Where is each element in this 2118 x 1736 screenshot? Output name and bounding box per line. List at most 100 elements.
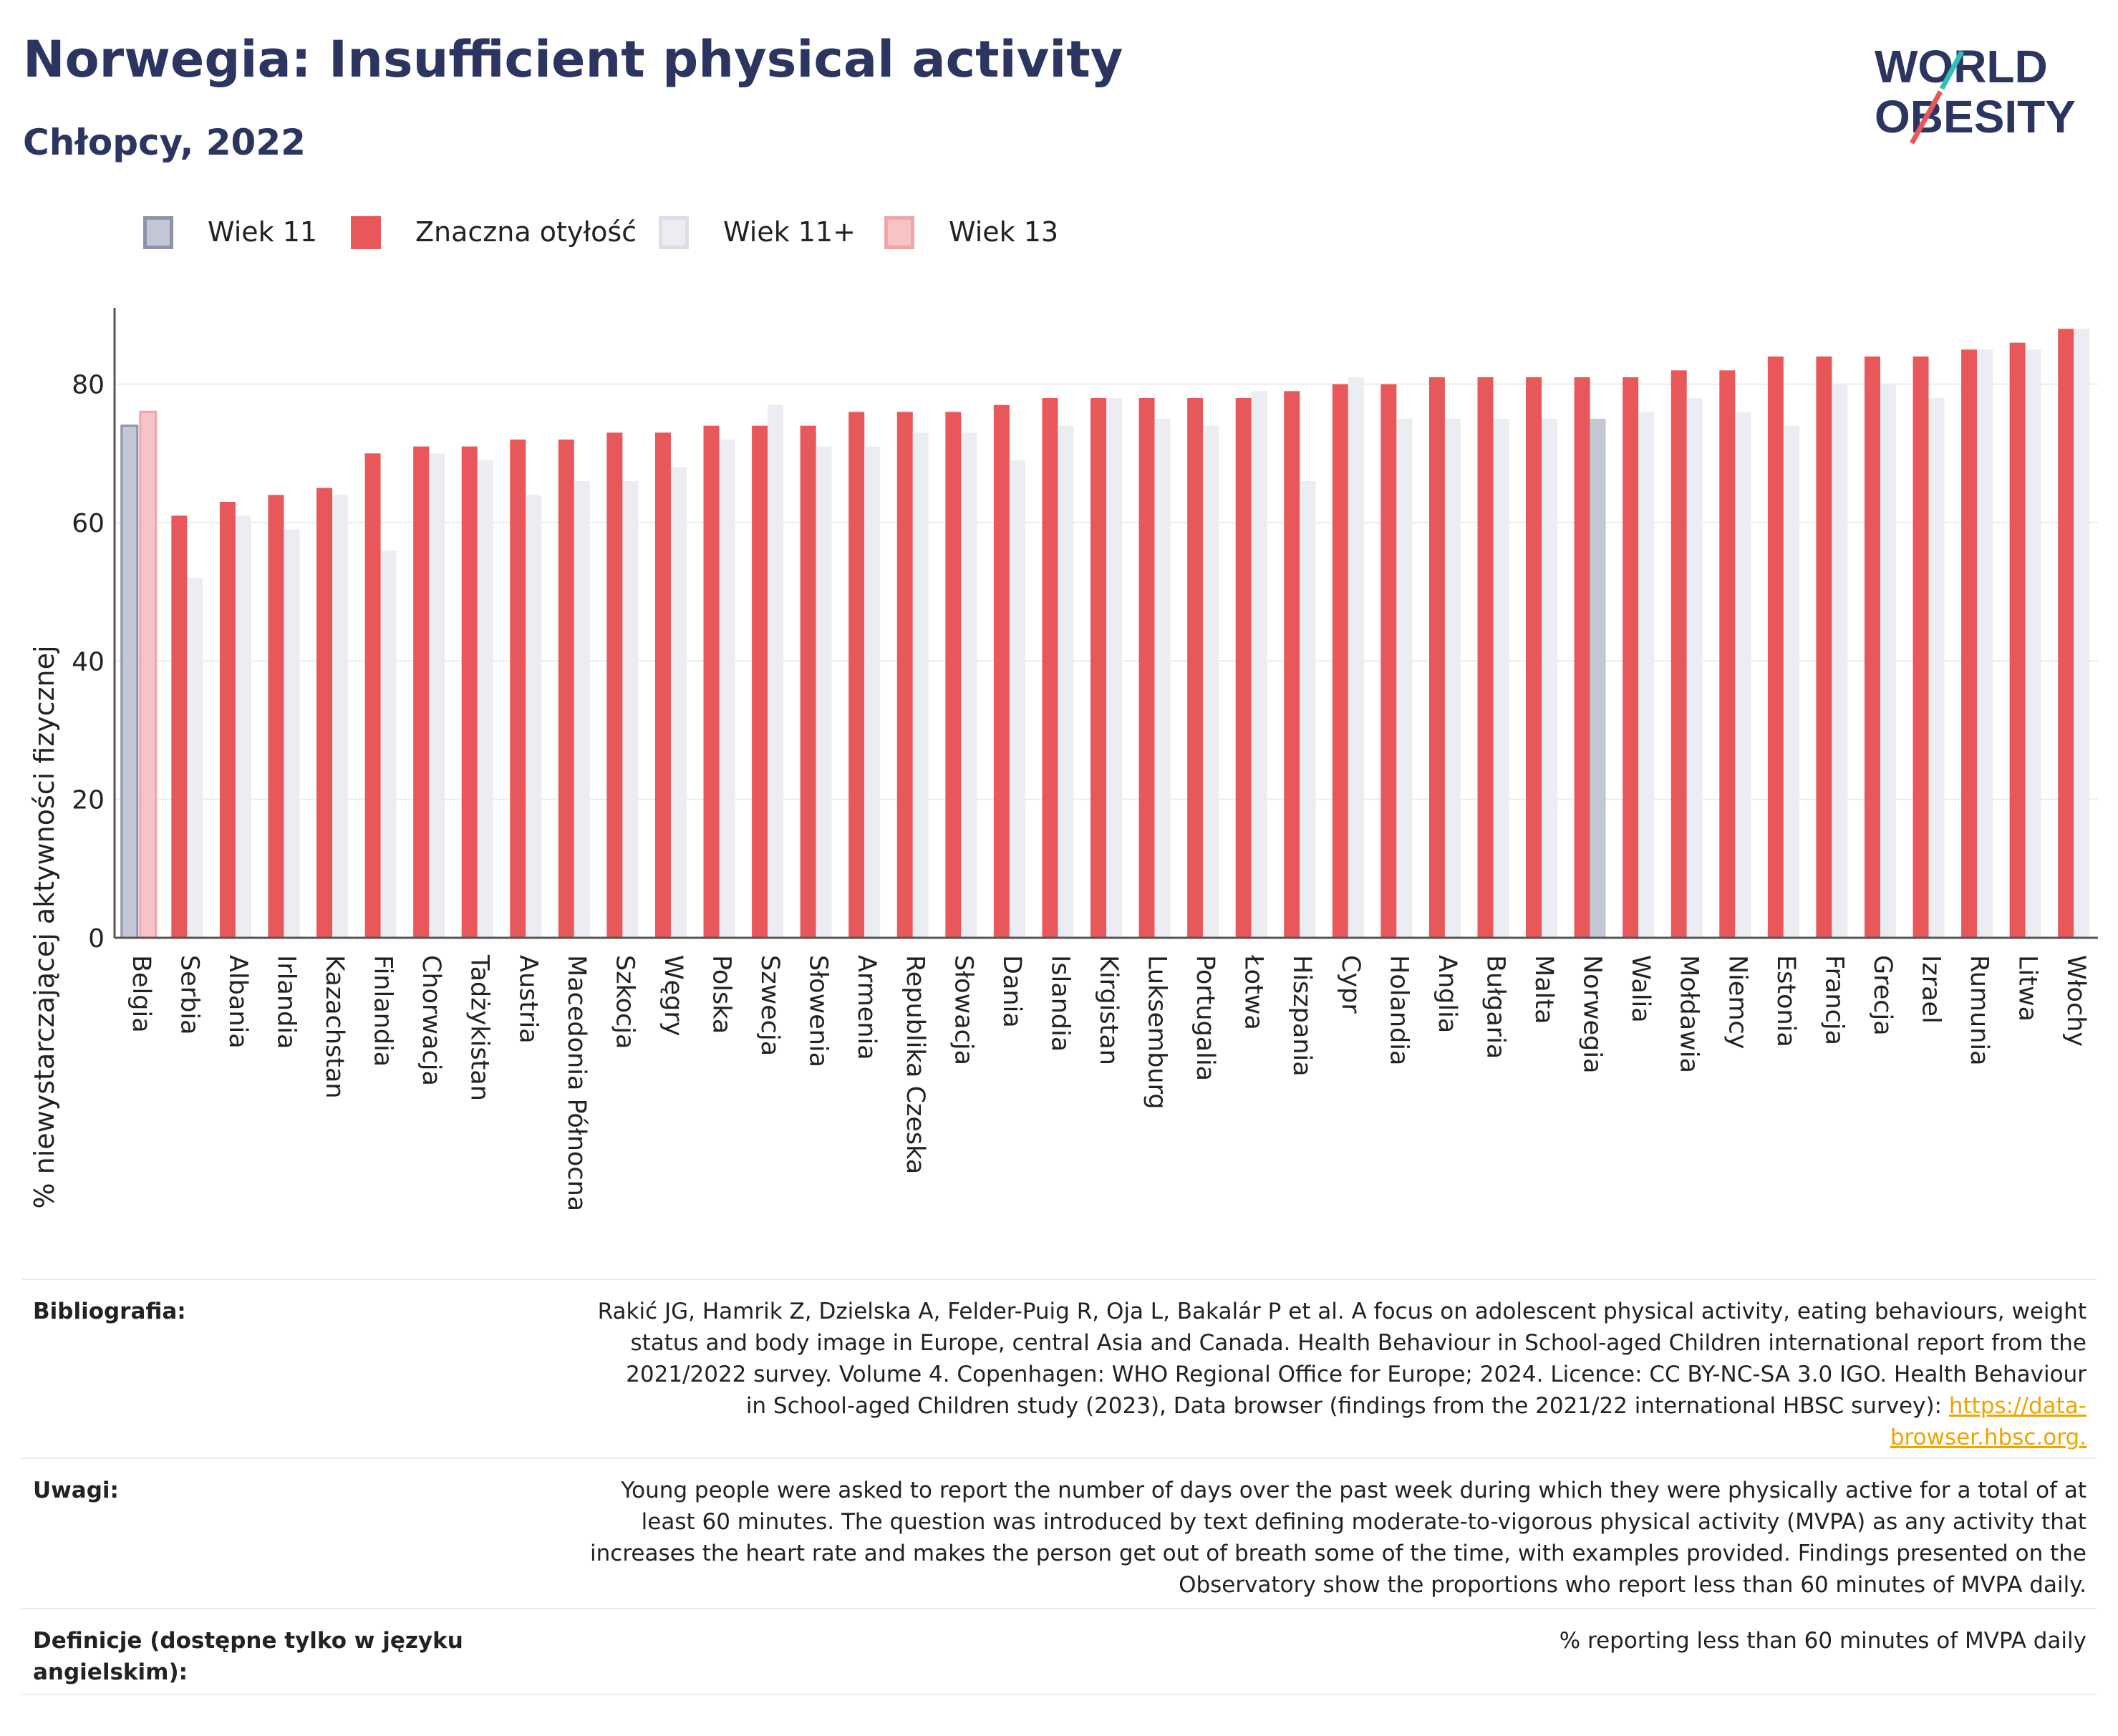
x-tick-label: Szwecja: [755, 955, 784, 1056]
bar-severe-obesity[interactable]: [558, 440, 574, 938]
bar-age-11-plus[interactable]: [235, 515, 251, 938]
bar-age-11-plus[interactable]: [1396, 419, 1413, 938]
bar-severe-obesity[interactable]: [461, 446, 478, 938]
x-tick-label: Polska: [707, 955, 736, 1034]
legend-label-severe-obesity: Znaczna otyłość: [415, 216, 637, 248]
bar-age-11-plus[interactable]: [429, 453, 445, 938]
x-tick-label: Belgia: [127, 955, 155, 1033]
bar-age-11-plus[interactable]: [1542, 419, 1558, 938]
bar-severe-obesity[interactable]: [268, 495, 284, 938]
bar-severe-obesity[interactable]: [1284, 391, 1300, 938]
bar-age-11-plus[interactable]: [1251, 391, 1267, 938]
bar-age-11-plus[interactable]: [1444, 419, 1461, 938]
axes: [113, 308, 2098, 939]
bar-severe-obesity[interactable]: [1670, 370, 1687, 938]
bar-severe-obesity[interactable]: [413, 446, 430, 938]
bar-severe-obesity[interactable]: [1526, 377, 1542, 938]
bar-severe-obesity[interactable]: [1138, 398, 1155, 938]
bar-age-11-plus[interactable]: [574, 481, 590, 938]
page-subtitle: Chłopcy, 2022: [23, 122, 306, 163]
bar-age-11-plus[interactable]: [1348, 377, 1364, 938]
bar-age-11-plus[interactable]: [1638, 412, 1655, 938]
bar-age-11-plus[interactable]: [864, 446, 881, 938]
bar-severe-obesity[interactable]: [1816, 357, 1832, 938]
bar-severe-obesity[interactable]: [1042, 398, 1058, 938]
bibliography-link-part-2[interactable]: browser.hbsc.org.: [1890, 1425, 2086, 1450]
bar-severe-obesity[interactable]: [1235, 398, 1252, 938]
bar-severe-obesity[interactable]: [2009, 342, 2026, 939]
bar-severe-obesity[interactable]: [1428, 377, 1445, 938]
bar-severe-obesity[interactable]: [1380, 384, 1397, 938]
x-tick-label: Portugalia: [1191, 955, 1219, 1081]
x-tick-label: Norwegia: [1578, 955, 1607, 1074]
bar-severe-obesity[interactable]: [654, 432, 671, 938]
bar-age-11-plus[interactable]: [1106, 398, 1122, 938]
bar-age-11-plus[interactable]: [2025, 349, 2041, 938]
bar-age-11-plus[interactable]: [1735, 412, 1751, 938]
bar-severe-obesity[interactable]: [364, 453, 381, 938]
bar-age-11-plus[interactable]: [1154, 419, 1171, 938]
bar-severe-obesity[interactable]: [896, 412, 913, 938]
bar-severe-obesity[interactable]: [606, 432, 623, 938]
bar-severe-obesity[interactable]: [1864, 357, 1880, 938]
bar-severe-obesity[interactable]: [2058, 329, 2074, 938]
bar-age-11-plus[interactable]: [912, 432, 929, 938]
bar-severe-obesity[interactable]: [848, 412, 865, 938]
bar-age-11-plus[interactable]: [1928, 398, 1945, 938]
bar-age-11-plus[interactable]: [1977, 349, 1993, 938]
bar-age-11[interactable]: [120, 425, 139, 939]
bibliography-link-part-1[interactable]: https://data-: [1948, 1393, 2086, 1419]
bar-severe-obesity[interactable]: [1574, 377, 1590, 938]
bar-severe-obesity[interactable]: [316, 488, 333, 938]
bar-severe-obesity[interactable]: [993, 404, 1010, 938]
x-tick-label: Luksemburg: [1143, 955, 1171, 1110]
bar-severe-obesity[interactable]: [703, 425, 720, 938]
bar-age-11-plus[interactable]: [332, 495, 349, 938]
bar-age-11-plus[interactable]: [816, 446, 832, 938]
bar-severe-obesity[interactable]: [510, 440, 526, 938]
bar-severe-obesity[interactable]: [171, 515, 188, 938]
bar-severe-obesity[interactable]: [1961, 349, 1978, 938]
bar-age-11-plus[interactable]: [670, 467, 687, 938]
bar-age-13[interactable]: [139, 410, 158, 939]
bar-age-11-plus[interactable]: [1493, 419, 1509, 938]
bar-age-11-plus[interactable]: [526, 495, 542, 938]
bar-severe-obesity[interactable]: [1091, 398, 1106, 938]
bar-age-11-plus[interactable]: [1880, 384, 1896, 938]
bar-severe-obesity[interactable]: [1767, 357, 1784, 938]
bar-age-11[interactable]: [1590, 419, 1606, 938]
bar-age-11-plus[interactable]: [380, 550, 397, 938]
bar-age-11-plus[interactable]: [1058, 425, 1074, 938]
notes-text: Young people were asked to report the nu…: [547, 1475, 2086, 1601]
bar-age-11-plus[interactable]: [187, 578, 203, 938]
legend-swatch-age-13: [884, 216, 914, 249]
bar-age-11-plus[interactable]: [1783, 425, 1799, 938]
bar-severe-obesity[interactable]: [1332, 384, 1348, 938]
bar-severe-obesity[interactable]: [1477, 377, 1494, 938]
bar-age-11-plus[interactable]: [768, 404, 784, 938]
bar-age-11-plus[interactable]: [622, 481, 639, 938]
bar-severe-obesity[interactable]: [752, 425, 768, 938]
bar-age-11-plus[interactable]: [2074, 329, 2090, 938]
bar-age-11-plus[interactable]: [1300, 481, 1316, 938]
bar-severe-obesity[interactable]: [1913, 357, 1929, 938]
bar-severe-obesity[interactable]: [800, 425, 816, 938]
bar-age-11-plus[interactable]: [284, 529, 300, 938]
bar-age-11-plus[interactable]: [1832, 384, 1848, 938]
bar-age-11-plus[interactable]: [1686, 398, 1703, 938]
bar-severe-obesity[interactable]: [1719, 370, 1736, 938]
bar-age-11-plus[interactable]: [1009, 460, 1025, 938]
bar-severe-obesity[interactable]: [1623, 377, 1639, 938]
x-tick-label: Słowacja: [949, 955, 977, 1065]
bar-age-11-plus[interactable]: [719, 440, 735, 938]
bar-severe-obesity[interactable]: [1187, 398, 1204, 938]
bar-severe-obesity[interactable]: [945, 412, 962, 938]
bar-age-11-plus[interactable]: [961, 432, 977, 938]
x-tick-label: Bułgaria: [1481, 955, 1509, 1059]
x-tick-label: Estonia: [1771, 955, 1800, 1047]
y-axis-label: % niewystarczającej aktywności fizycznej: [29, 645, 60, 1208]
y-tick-label: 20: [72, 786, 105, 815]
bar-severe-obesity[interactable]: [219, 502, 236, 938]
bar-age-11-plus[interactable]: [477, 460, 493, 938]
bar-age-11-plus[interactable]: [1203, 425, 1219, 938]
